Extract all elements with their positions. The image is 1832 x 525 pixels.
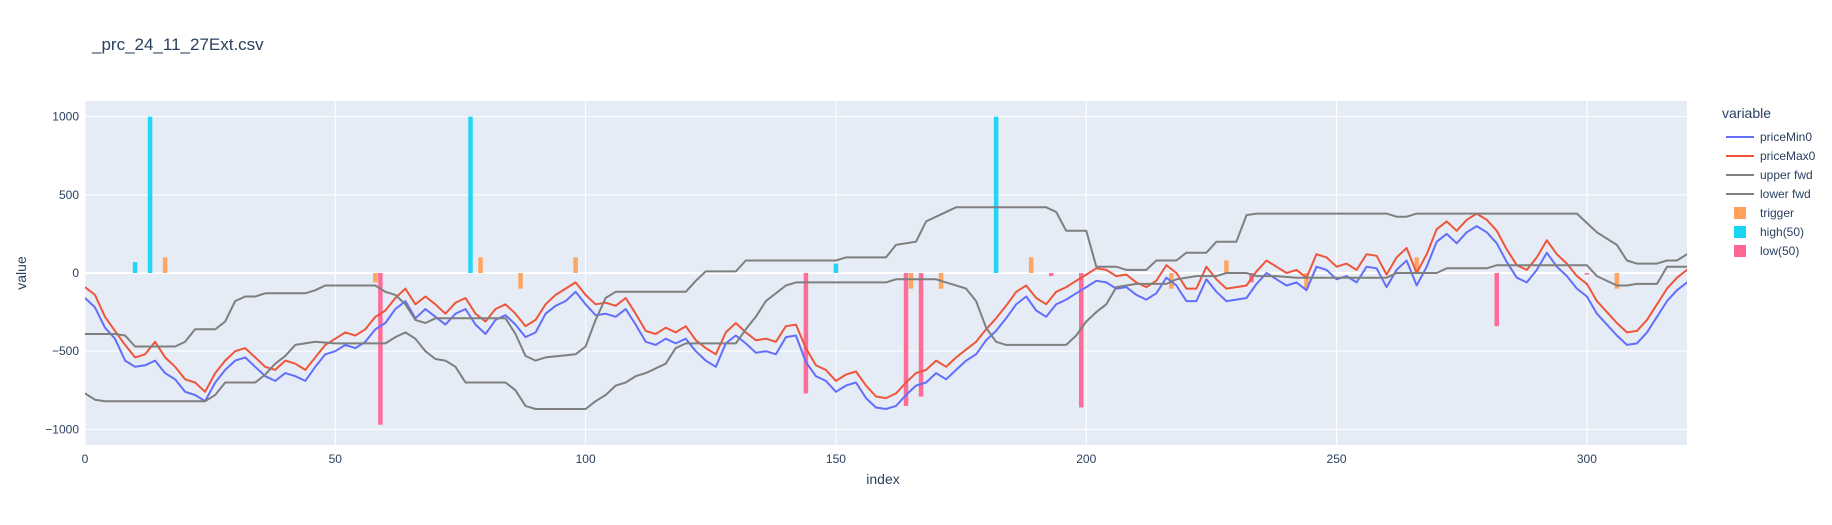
series-line-pricemax0 [85,212,1687,400]
bar-low-50- [918,273,924,397]
legend-label: high(50) [1760,225,1804,239]
bar-trigger [1028,257,1034,273]
legend-swatch [1734,245,1746,257]
bar-low-50- [1584,273,1590,275]
bar-low-50- [378,273,383,425]
bar-low-50- [803,273,809,394]
bar-trigger [162,257,168,273]
legend-item[interactable]: low(50) [1734,244,1799,258]
bar-high-50- [132,262,138,273]
x-tick-label: 100 [576,452,596,466]
x-tick-label: 50 [329,452,343,466]
legend-item[interactable]: upper fwd [1726,168,1813,182]
legend-label: priceMax0 [1760,149,1816,163]
bar-low-50- [1048,273,1054,277]
legend: variable priceMin0 priceMax0 upper fwd lowe… [1722,105,1816,258]
y-tick-label: 1000 [52,110,79,124]
bar-high-50- [147,116,153,274]
legend-item[interactable]: priceMin0 [1726,130,1812,144]
bar-trigger [518,273,523,289]
tick-labels: −1000 −500 0 500 1000 0 50 100 150 200 250 300 [45,110,1597,466]
bar-high-50- [468,116,473,274]
legend-label: trigger [1760,206,1794,220]
bar-high-50- [833,263,839,273]
x-tick-label: 200 [1076,452,1096,466]
line-layer [85,206,1687,410]
grid [84,101,1687,445]
series-line-pricemin0 [85,225,1687,410]
bar-trigger [573,257,578,273]
chart-title: _prc_24_11_27Ext.csv [91,35,264,54]
legend-title: variable [1722,105,1771,121]
y-tick-label: −1000 [45,422,79,436]
series-line-upper-fwd [85,206,1687,362]
legend-item[interactable]: priceMax0 [1726,149,1816,163]
legend-label: lower fwd [1760,187,1811,201]
y-axis-title: value [13,256,29,290]
legend-label: priceMin0 [1760,130,1812,144]
bar-trigger [478,257,483,273]
bar-low-50- [1078,273,1084,408]
legend-swatch [1734,226,1746,238]
x-tick-label: 0 [82,452,89,466]
legend-label: low(50) [1760,244,1799,258]
bar-trigger [1614,273,1620,289]
bar-low-50- [1494,273,1500,327]
legend-item[interactable]: trigger [1734,206,1794,220]
y-tick-label: 0 [72,266,79,280]
legend-item[interactable]: lower fwd [1726,187,1811,201]
x-axis-title: index [866,471,899,487]
legend-item[interactable]: high(50) [1734,225,1804,239]
y-tick-label: −500 [52,344,79,358]
bar-trigger [373,273,378,283]
bar-trigger [1224,260,1229,273]
series-line-lower-fwd [85,264,1687,410]
x-tick-label: 300 [1577,452,1597,466]
bar-high-50- [993,116,999,274]
bar-low-50- [903,273,909,406]
bar-layer [132,116,1620,425]
legend-swatch [1734,207,1746,219]
x-tick-label: 150 [826,452,846,466]
x-tick-label: 250 [1327,452,1347,466]
bar-trigger [1304,273,1309,289]
bar-trigger [1414,257,1419,273]
y-tick-label: 500 [59,188,79,202]
bar-trigger [908,273,914,289]
legend-label: upper fwd [1760,168,1813,182]
